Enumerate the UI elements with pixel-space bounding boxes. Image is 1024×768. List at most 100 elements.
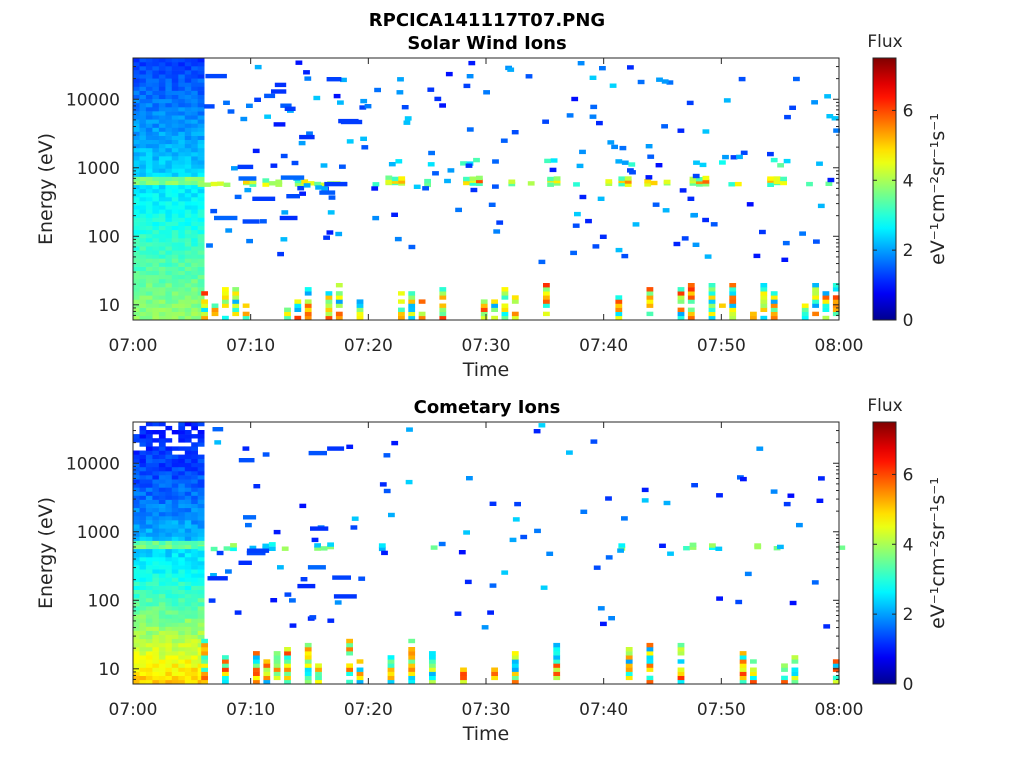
heatmap-cell bbox=[191, 524, 198, 529]
heatmap-cell bbox=[832, 307, 840, 312]
heatmap-cell bbox=[171, 119, 179, 124]
heatmap-cell bbox=[480, 311, 488, 317]
heatmap-cell bbox=[133, 524, 140, 529]
heatmap-cell bbox=[171, 139, 179, 145]
cometary-colorbar-title: Flux bbox=[867, 396, 902, 416]
heatmap-cell bbox=[709, 545, 716, 550]
heatmap-cell bbox=[201, 642, 208, 648]
heatmap-cell bbox=[273, 675, 281, 681]
heatmap-cell bbox=[191, 242, 198, 247]
heatmap-cell bbox=[184, 593, 192, 599]
heatmap-cell bbox=[708, 299, 716, 304]
heatmap-cell bbox=[171, 663, 179, 668]
heatmap-cell bbox=[270, 163, 278, 168]
heatmap-cell bbox=[514, 501, 521, 507]
heatmap-cell bbox=[152, 622, 160, 627]
heatmap-cell bbox=[253, 659, 260, 664]
heatmap-cell bbox=[184, 176, 192, 181]
y-tick-label: 10000 bbox=[66, 454, 120, 474]
heatmap-cell bbox=[543, 299, 550, 304]
heatmap-cell bbox=[197, 655, 205, 660]
heatmap-cell bbox=[191, 295, 198, 300]
heatmap-cell bbox=[605, 496, 612, 501]
heatmap-cell bbox=[178, 74, 186, 79]
heatmap-cell bbox=[158, 164, 166, 169]
heatmap-cell bbox=[325, 311, 333, 317]
heatmap-cell bbox=[744, 571, 752, 577]
heatmap-cell bbox=[197, 139, 205, 145]
heatmap-cell bbox=[178, 147, 186, 153]
heatmap-cell bbox=[659, 543, 666, 548]
heatmap-cell bbox=[722, 154, 729, 160]
heatmap-cell bbox=[511, 663, 519, 668]
heatmap-cell bbox=[165, 180, 173, 186]
heatmap-cell bbox=[791, 659, 799, 664]
heatmap-cell bbox=[304, 311, 312, 317]
heatmap-cell bbox=[145, 238, 153, 243]
heatmap-cell bbox=[178, 197, 186, 202]
heatmap-cell bbox=[398, 291, 405, 296]
heatmap-cell bbox=[773, 176, 781, 181]
heatmap-cell bbox=[178, 475, 186, 480]
heatmap-cell bbox=[139, 659, 147, 664]
heatmap-cell bbox=[133, 250, 140, 255]
heatmap-cell bbox=[439, 315, 447, 321]
cometary-panel: Cometary Ions 07:00 07:10 07:20 07:30 07:40 0… bbox=[35, 396, 949, 745]
heatmap-cell bbox=[641, 498, 649, 503]
heatmap-cell bbox=[242, 315, 250, 321]
heatmap-cell bbox=[197, 229, 205, 235]
heatmap-cell bbox=[165, 524, 173, 529]
heatmap-cell bbox=[152, 503, 160, 509]
heatmap-cell bbox=[133, 135, 140, 140]
heatmap-cell bbox=[211, 307, 219, 312]
heatmap-cell bbox=[191, 307, 198, 312]
heatmap-cell bbox=[165, 246, 173, 251]
heatmap-cell bbox=[327, 210, 335, 215]
heatmap-cell bbox=[191, 606, 198, 611]
heatmap-cell bbox=[165, 315, 173, 321]
heatmap-cell bbox=[327, 446, 345, 451]
heatmap-cell bbox=[152, 119, 160, 124]
heatmap-cell bbox=[145, 262, 153, 267]
heatmap-cell bbox=[158, 450, 166, 455]
heatmap-cell bbox=[171, 454, 179, 459]
heatmap-cell bbox=[171, 528, 179, 533]
heatmap-cell bbox=[152, 471, 160, 476]
heatmap-cell bbox=[152, 57, 160, 63]
heatmap-cell bbox=[139, 78, 147, 83]
heatmap-cell bbox=[832, 663, 840, 668]
heatmap-cell bbox=[599, 234, 607, 239]
heatmap-cell bbox=[158, 647, 166, 652]
heatmap-cell bbox=[178, 78, 186, 83]
heatmap-cell bbox=[145, 127, 153, 132]
heatmap-cell bbox=[191, 184, 198, 190]
heatmap-cell bbox=[171, 573, 179, 578]
heatmap-cell bbox=[165, 299, 173, 304]
heatmap-cell bbox=[139, 152, 147, 157]
heatmap-cell bbox=[207, 576, 228, 581]
heatmap-cell bbox=[615, 295, 623, 300]
heatmap-cell bbox=[158, 622, 166, 627]
heatmap-cell bbox=[387, 659, 395, 664]
heatmap-cell bbox=[139, 209, 147, 214]
heatmap-cell bbox=[621, 253, 629, 259]
heatmap-cell bbox=[139, 98, 147, 104]
heatmap-cell bbox=[379, 482, 387, 487]
heatmap-cell bbox=[184, 667, 192, 672]
heatmap-cell bbox=[253, 651, 260, 656]
heatmap-cell bbox=[165, 184, 173, 190]
heatmap-cell bbox=[191, 213, 198, 218]
heatmap-cell bbox=[184, 229, 192, 235]
heatmap-cell bbox=[191, 540, 198, 545]
heatmap-cell bbox=[178, 491, 186, 496]
solar-wind-colorbar-title: Flux bbox=[867, 32, 902, 52]
heatmap-cell bbox=[171, 659, 179, 664]
heatmap-cell bbox=[145, 528, 153, 533]
heatmap-cell bbox=[133, 270, 140, 276]
heatmap-cell bbox=[294, 303, 302, 308]
heatmap-cell bbox=[398, 176, 406, 181]
heatmap-cell bbox=[178, 622, 186, 627]
heatmap-cell bbox=[145, 679, 153, 685]
heatmap-cell bbox=[165, 626, 173, 631]
